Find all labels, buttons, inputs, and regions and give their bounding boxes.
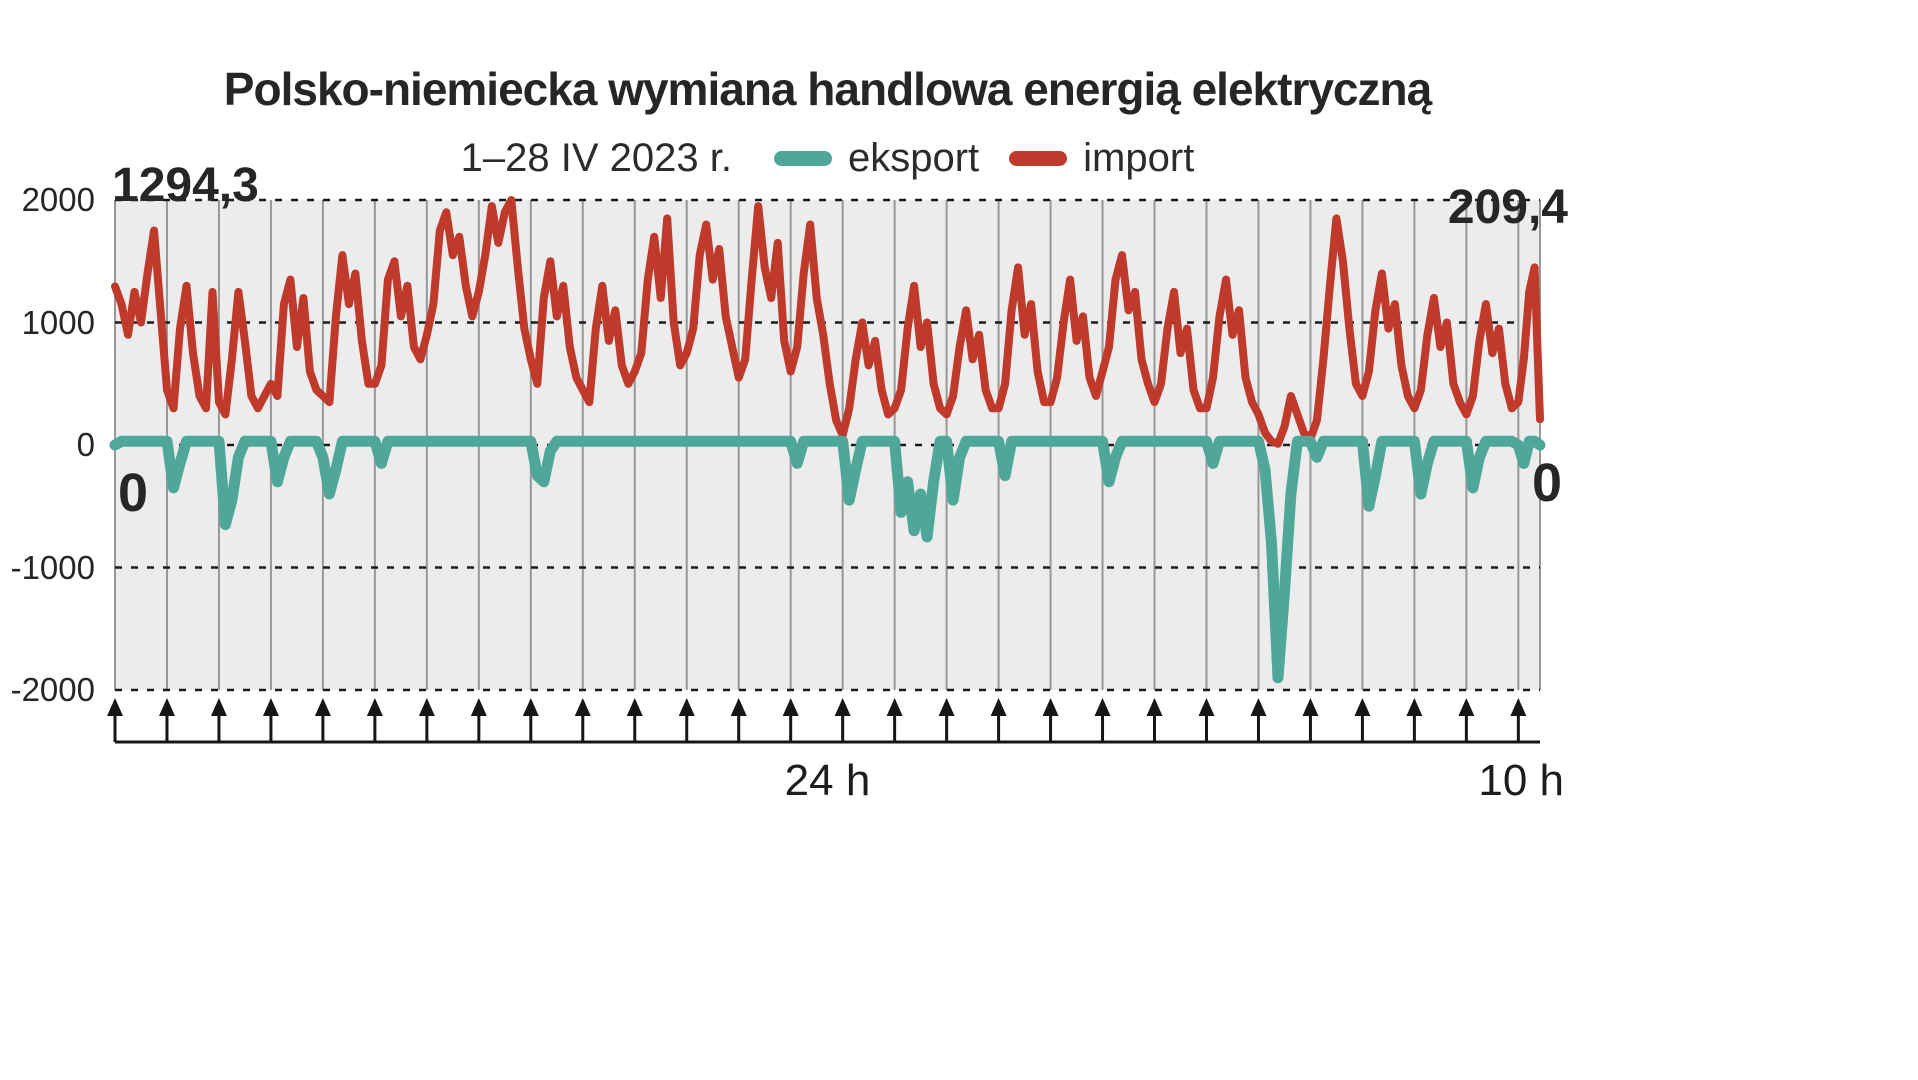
y-tick-label: 0 bbox=[76, 426, 95, 463]
y-tick-label: -1000 bbox=[10, 548, 95, 586]
chart-subtitle: 1–28 IV 2023 r. bbox=[460, 136, 732, 180]
subtitle-row: 1–28 IV 2023 r. eksport import bbox=[115, 136, 1540, 181]
interval-label-24h: 24 h bbox=[784, 756, 871, 805]
y-tick-label: 1000 bbox=[21, 303, 95, 341]
y-axis-labels: 2000 1000 0 -1000 -2000 bbox=[0, 0, 100, 1080]
annotation-first-export-value: 0 bbox=[118, 463, 149, 523]
legend-item-eksport: eksport bbox=[774, 136, 979, 181]
eksport-series-swatch-icon bbox=[774, 151, 832, 166]
y-tick-label: 2000 bbox=[21, 181, 95, 218]
interval-label-10h: 10 h bbox=[1478, 756, 1564, 805]
annotation-first-import-value: 1294,3 bbox=[112, 159, 259, 212]
y-tick-label: -2000 bbox=[10, 671, 95, 708]
legend: eksport import bbox=[774, 136, 1194, 181]
legend-label-eksport: eksport bbox=[848, 136, 980, 180]
legend-label-import: import bbox=[1083, 136, 1195, 180]
annotation-last-export-value: 0 bbox=[1531, 453, 1562, 513]
legend-item-import: import bbox=[1009, 136, 1194, 181]
chart-title: Polsko-niemiecka wymiana handlowa energi… bbox=[223, 63, 1432, 115]
annotation-last-import-value: 209,4 bbox=[1447, 181, 1568, 234]
import-series-swatch-icon bbox=[1009, 151, 1068, 166]
